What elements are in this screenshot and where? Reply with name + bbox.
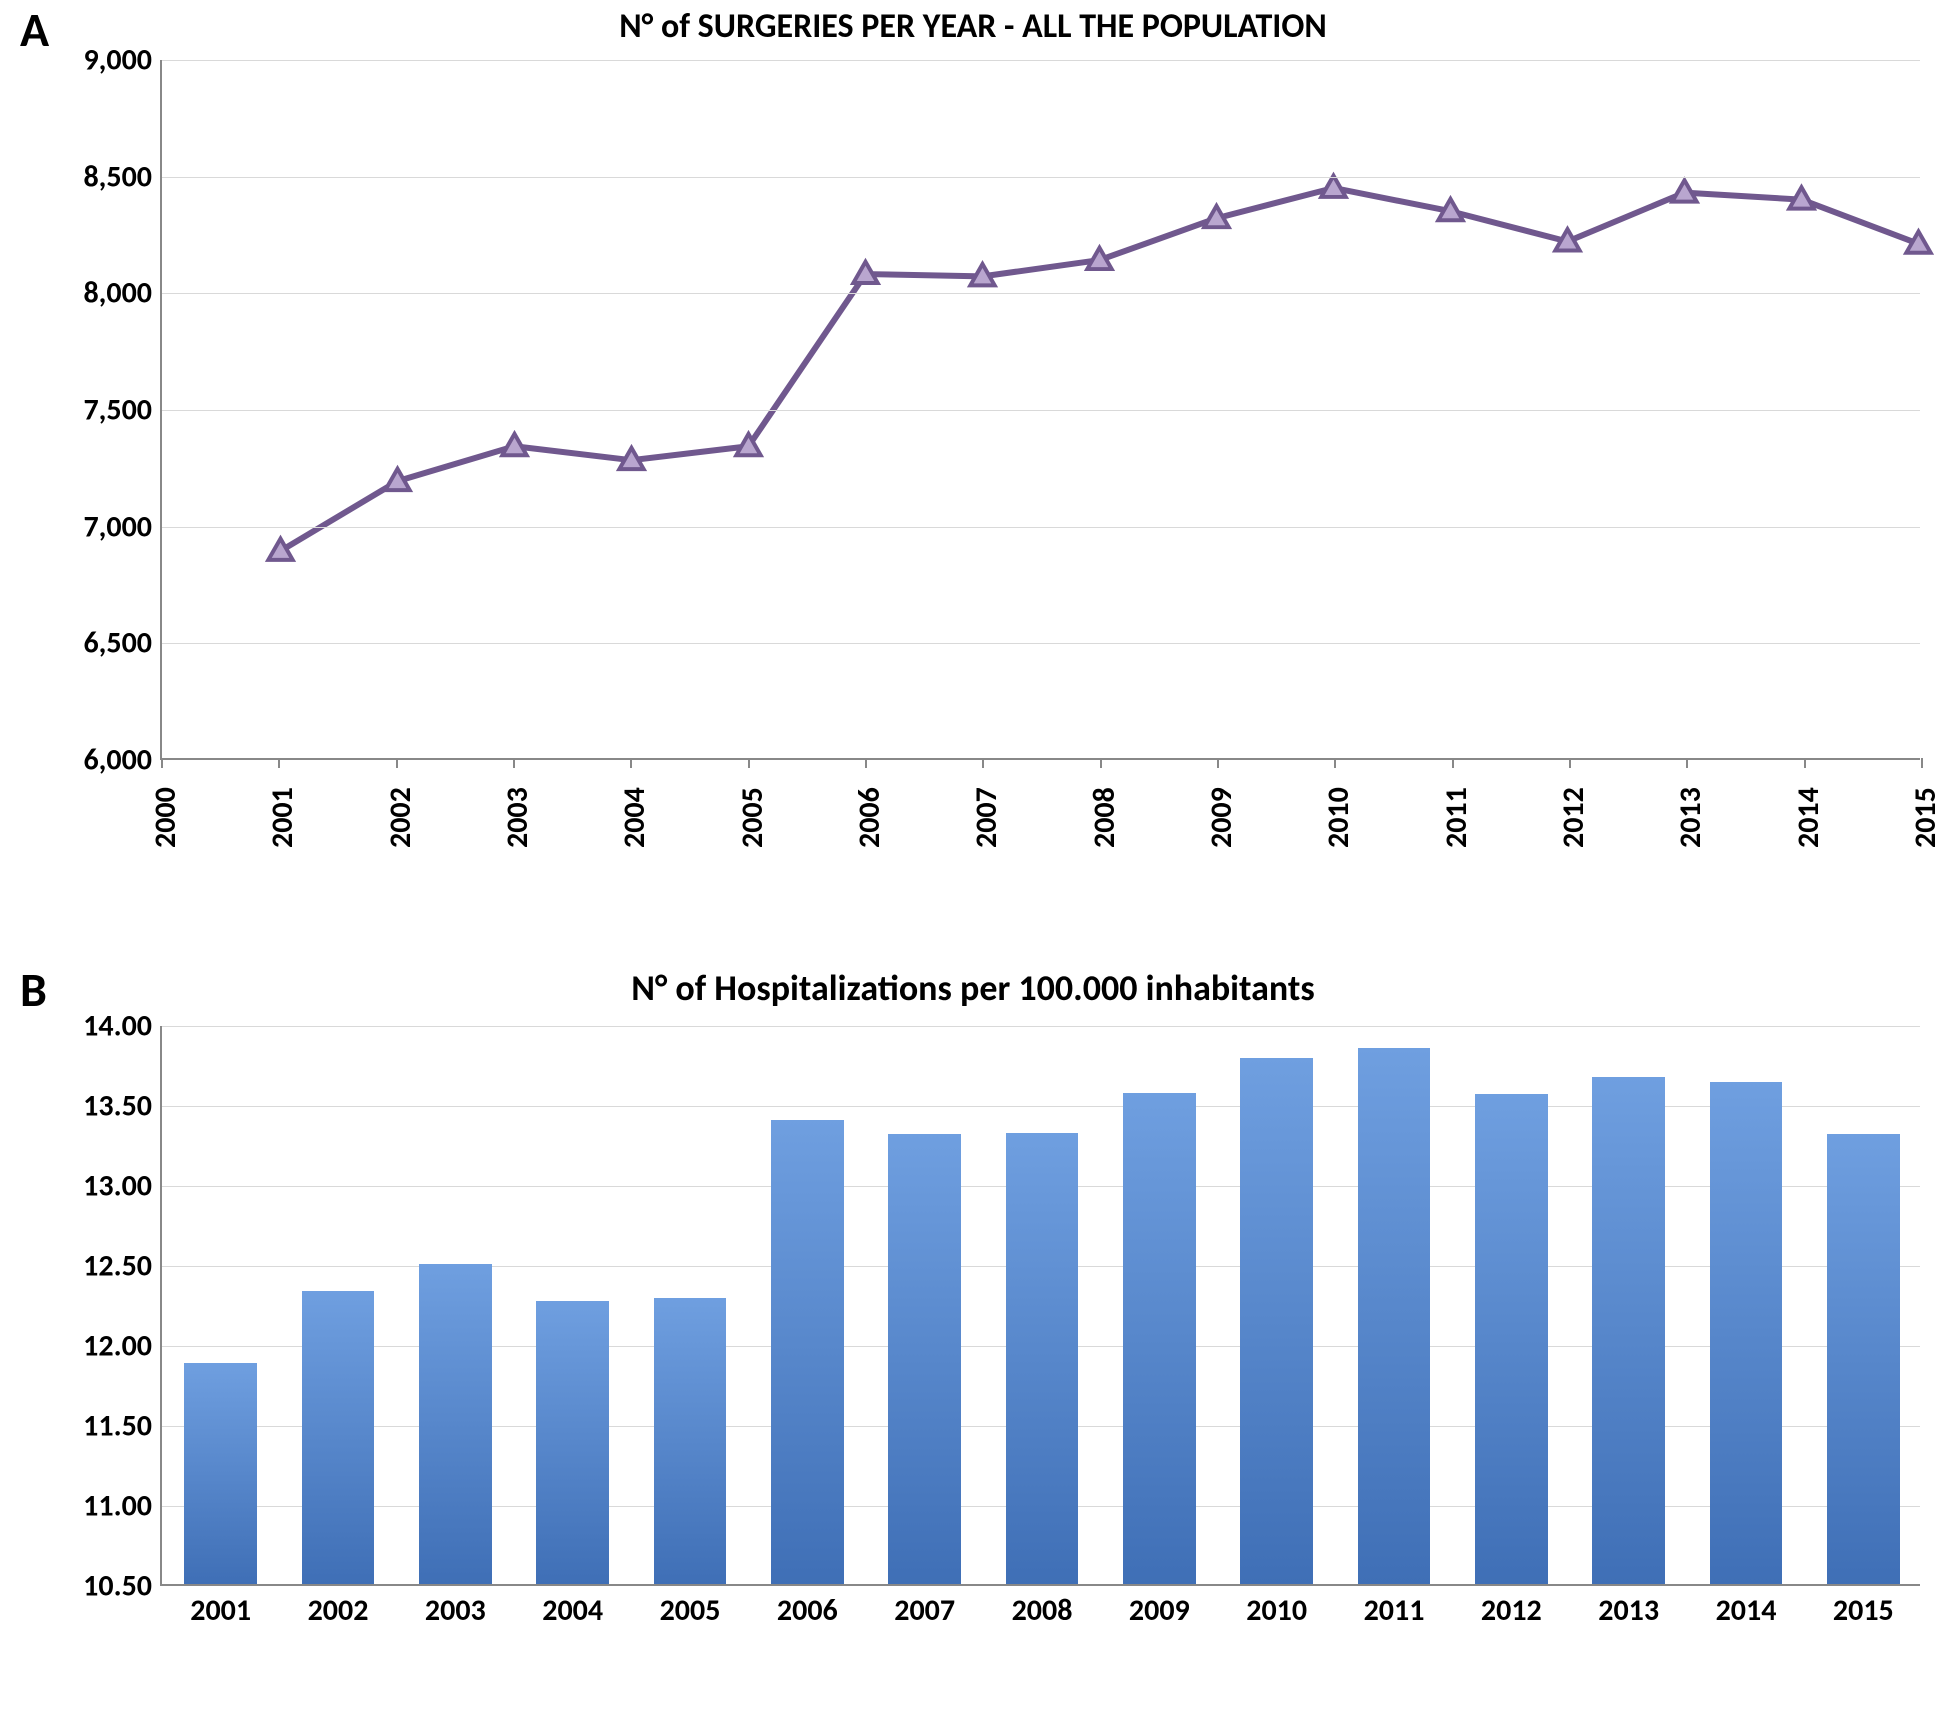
bar [771, 1120, 844, 1584]
x-tick-label: 2013 [1598, 1584, 1659, 1629]
x-tick [1804, 758, 1806, 768]
bar-chart-plot-area: 10.5011.0011.5012.0012.5013.0013.5014.00… [160, 1026, 1920, 1586]
x-tick-label: 2002 [382, 787, 419, 848]
panel-a-title: N° of SURGERIES PER YEAR - ALL THE POPUL… [0, 6, 1946, 47]
y-gridline [162, 177, 1920, 178]
y-tick-label: 12.00 [83, 1328, 162, 1365]
x-tick-label: 2004 [542, 1584, 603, 1629]
y-gridline [162, 1026, 1920, 1027]
x-tick-label: 2012 [1481, 1584, 1542, 1629]
x-tick-label: 2003 [425, 1584, 486, 1629]
y-gridline [162, 410, 1920, 411]
x-tick-label: 2000 [147, 787, 184, 848]
y-tick-label: 13.00 [83, 1168, 162, 1205]
panel-b: B N° of Hospitalizations per 100.000 inh… [0, 960, 1946, 1715]
x-tick-label: 2015 [1907, 787, 1944, 848]
x-tick [1100, 758, 1102, 768]
x-tick [982, 758, 984, 768]
bar [654, 1298, 727, 1584]
x-tick-label: 2011 [1438, 787, 1475, 848]
bar [1827, 1134, 1900, 1584]
line-chart-svg [162, 60, 1920, 758]
x-tick [1569, 758, 1571, 768]
x-tick-label: 2001 [264, 787, 301, 848]
x-tick-label: 2014 [1716, 1584, 1777, 1629]
x-tick-label: 2009 [1203, 787, 1240, 848]
y-gridline [162, 60, 1920, 61]
y-tick-label: 14.00 [83, 1008, 162, 1045]
bar [1006, 1133, 1079, 1584]
x-tick-label: 2007 [968, 787, 1005, 848]
bar [888, 1134, 961, 1584]
y-tick-label: 8,000 [83, 275, 162, 312]
bar [536, 1301, 609, 1584]
x-tick [396, 758, 398, 768]
bar [1358, 1048, 1431, 1584]
y-tick-label: 8,500 [83, 158, 162, 195]
bar [419, 1264, 492, 1584]
x-tick-label: 2006 [777, 1584, 838, 1629]
x-tick-label: 2013 [1672, 787, 1709, 848]
y-tick-label: 11.00 [83, 1488, 162, 1525]
x-tick-label: 2011 [1364, 1584, 1425, 1629]
x-tick-label: 2008 [1086, 787, 1123, 848]
x-tick-label: 2001 [190, 1584, 251, 1629]
x-tick [1217, 758, 1219, 768]
y-tick-label: 9,000 [83, 42, 162, 79]
y-tick-label: 6,000 [83, 742, 162, 779]
x-tick-label: 2008 [1012, 1584, 1073, 1629]
x-tick [513, 758, 515, 768]
x-tick-label: 2005 [660, 1584, 721, 1629]
line-series [281, 188, 1919, 551]
x-tick-label: 2007 [894, 1584, 955, 1629]
bar [1475, 1094, 1548, 1584]
x-tick [1334, 758, 1336, 768]
y-tick-label: 11.50 [83, 1408, 162, 1445]
x-tick [865, 758, 867, 768]
y-gridline [162, 643, 1920, 644]
x-tick-label: 2002 [308, 1584, 369, 1629]
x-tick-label: 2005 [734, 787, 771, 848]
x-tick-label: 2010 [1246, 1584, 1307, 1629]
panel-a: A N° of SURGERIES PER YEAR - ALL THE POP… [0, 0, 1946, 900]
x-tick [1686, 758, 1688, 768]
x-tick-label: 2009 [1129, 1584, 1190, 1629]
y-tick-label: 10.50 [83, 1568, 162, 1605]
figure-root: A N° of SURGERIES PER YEAR - ALL THE POP… [0, 0, 1946, 1715]
x-tick [278, 758, 280, 768]
y-tick-label: 6,500 [83, 625, 162, 662]
x-tick-label: 2014 [1790, 787, 1827, 848]
y-gridline [162, 293, 1920, 294]
y-tick-label: 12.50 [83, 1248, 162, 1285]
x-tick-label: 2015 [1833, 1584, 1894, 1629]
x-tick [161, 758, 163, 768]
panel-b-title: N° of Hospitalizations per 100.000 inhab… [0, 966, 1946, 1010]
x-tick-label: 2010 [1320, 787, 1357, 848]
y-gridline [162, 527, 1920, 528]
x-tick-label: 2006 [851, 787, 888, 848]
bar [184, 1363, 257, 1584]
y-tick-label: 7,000 [83, 508, 162, 545]
bar [1592, 1077, 1665, 1584]
x-tick [1921, 758, 1923, 768]
x-tick [1452, 758, 1454, 768]
line-chart-plot-area: 6,0006,5007,0007,5008,0008,5009,00020002… [160, 60, 1920, 760]
x-tick [748, 758, 750, 768]
x-tick-label: 2003 [499, 787, 536, 848]
x-tick-label: 2012 [1555, 787, 1592, 848]
x-tick-label: 2004 [616, 787, 653, 848]
bar [1710, 1082, 1783, 1584]
bar [1240, 1058, 1313, 1584]
y-tick-label: 13.50 [83, 1088, 162, 1125]
bar [302, 1291, 375, 1584]
x-tick [630, 758, 632, 768]
triangle-marker-icon [1321, 176, 1345, 197]
y-tick-label: 7,500 [83, 392, 162, 429]
bar [1123, 1093, 1196, 1584]
